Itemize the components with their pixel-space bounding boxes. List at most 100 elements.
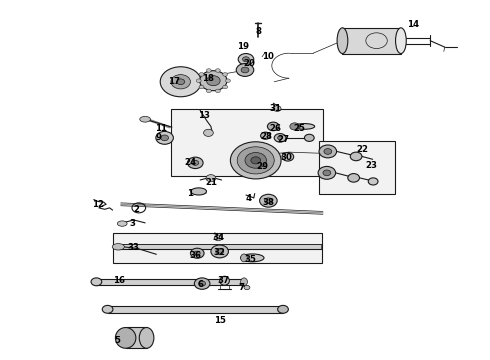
Text: 27: 27 [277, 135, 289, 144]
Text: 38: 38 [262, 198, 274, 207]
Circle shape [199, 73, 204, 76]
Circle shape [196, 79, 201, 82]
Ellipse shape [278, 305, 288, 313]
Circle shape [199, 85, 204, 89]
Circle shape [265, 198, 272, 203]
Circle shape [261, 132, 270, 139]
Circle shape [188, 157, 203, 168]
Ellipse shape [140, 116, 150, 122]
Text: 26: 26 [269, 124, 281, 133]
Circle shape [251, 157, 261, 164]
Circle shape [236, 64, 254, 76]
Text: 7: 7 [238, 283, 244, 292]
Text: 13: 13 [197, 111, 210, 120]
Ellipse shape [116, 328, 136, 348]
Bar [125, 327, 147, 348]
Circle shape [156, 131, 173, 144]
Circle shape [319, 145, 337, 158]
Circle shape [273, 106, 281, 111]
Text: 34: 34 [212, 233, 224, 242]
Circle shape [237, 147, 274, 174]
Text: 6: 6 [197, 280, 203, 289]
Text: 16: 16 [113, 276, 125, 285]
Circle shape [268, 122, 279, 131]
Circle shape [206, 69, 211, 72]
Ellipse shape [220, 276, 229, 285]
Circle shape [348, 174, 360, 182]
Polygon shape [171, 109, 323, 176]
Text: 28: 28 [260, 132, 272, 141]
Ellipse shape [191, 188, 206, 195]
Circle shape [200, 71, 227, 91]
Circle shape [203, 129, 213, 136]
Circle shape [206, 76, 220, 86]
Text: 22: 22 [356, 145, 368, 154]
Bar [97, 279, 244, 285]
Circle shape [192, 160, 199, 165]
Circle shape [245, 153, 267, 168]
Circle shape [214, 235, 222, 241]
Circle shape [278, 136, 283, 140]
Circle shape [225, 79, 230, 82]
Text: 32: 32 [214, 248, 226, 257]
Circle shape [290, 123, 299, 130]
Text: 18: 18 [202, 74, 215, 83]
Circle shape [177, 79, 185, 85]
Text: 29: 29 [256, 162, 268, 171]
Text: 5: 5 [114, 336, 120, 345]
Circle shape [216, 69, 220, 72]
Circle shape [191, 248, 204, 258]
Circle shape [274, 134, 286, 142]
Ellipse shape [294, 123, 315, 129]
Ellipse shape [139, 328, 154, 348]
Ellipse shape [112, 244, 124, 250]
Circle shape [350, 152, 362, 161]
Ellipse shape [117, 221, 127, 226]
Text: 15: 15 [214, 315, 225, 324]
Text: 10: 10 [263, 52, 274, 61]
Circle shape [161, 135, 169, 141]
Circle shape [323, 170, 331, 176]
Circle shape [216, 249, 223, 254]
Text: 2: 2 [134, 205, 140, 214]
Text: 36: 36 [189, 251, 201, 260]
Text: 33: 33 [128, 243, 140, 252]
Circle shape [241, 67, 249, 73]
Text: 21: 21 [206, 178, 218, 187]
Text: 3: 3 [129, 219, 135, 228]
Ellipse shape [241, 254, 247, 262]
Polygon shape [114, 233, 322, 263]
Text: 30: 30 [280, 153, 293, 162]
Circle shape [368, 178, 378, 185]
Circle shape [304, 134, 314, 141]
Text: 25: 25 [294, 124, 305, 133]
Text: 1: 1 [188, 189, 194, 198]
Text: 23: 23 [366, 161, 378, 170]
Text: 11: 11 [155, 124, 167, 133]
Circle shape [223, 85, 227, 89]
Text: 4: 4 [246, 194, 252, 203]
Circle shape [260, 194, 277, 207]
Circle shape [243, 57, 249, 62]
Bar [343, 28, 401, 54]
Circle shape [211, 245, 228, 258]
Polygon shape [319, 141, 395, 194]
Circle shape [282, 153, 294, 161]
Circle shape [199, 281, 205, 286]
Circle shape [206, 89, 211, 93]
Text: 14: 14 [407, 20, 419, 29]
Circle shape [318, 166, 336, 179]
Bar [108, 306, 283, 313]
Circle shape [230, 142, 281, 179]
Circle shape [195, 251, 200, 255]
Circle shape [238, 54, 254, 65]
Ellipse shape [91, 278, 102, 286]
Circle shape [171, 75, 191, 89]
Circle shape [216, 89, 220, 93]
Text: 24: 24 [184, 158, 196, 167]
Circle shape [206, 175, 216, 182]
Circle shape [223, 73, 227, 76]
Text: 8: 8 [255, 27, 261, 36]
Text: 19: 19 [237, 41, 249, 50]
Circle shape [244, 285, 250, 290]
